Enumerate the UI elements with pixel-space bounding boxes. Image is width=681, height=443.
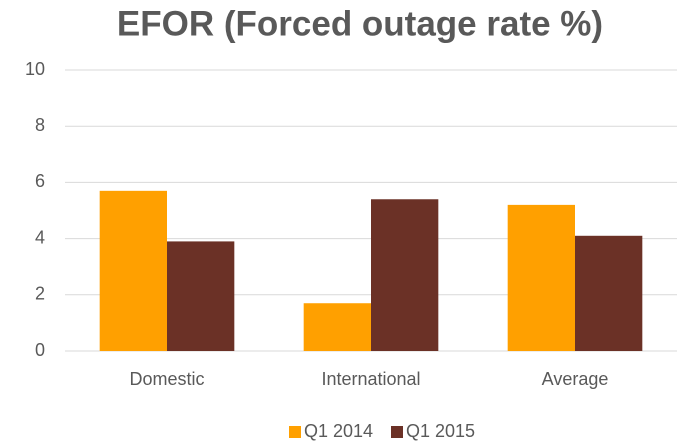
y-tick-label: 6 [35,171,45,191]
legend-label: Q1 2015 [406,421,475,441]
bar [167,241,235,351]
bar [99,190,167,351]
bar [371,199,439,351]
x-tick-label: Average [542,369,609,389]
legend-swatch [289,426,301,438]
bar [575,235,643,351]
bar [303,303,371,351]
x-tick-label: Domestic [129,369,204,389]
y-tick-label: 0 [35,340,45,360]
chart-title: EFOR (Forced outage rate %) [117,4,603,43]
legend-swatch [391,426,403,438]
y-tick-label: 2 [35,284,45,304]
y-tick-label: 4 [35,227,45,247]
y-tick-label: 10 [25,59,45,79]
y-tick-label: 8 [35,115,45,135]
x-tick-label: International [321,369,420,389]
legend-label: Q1 2014 [304,421,373,441]
bar [507,204,575,351]
